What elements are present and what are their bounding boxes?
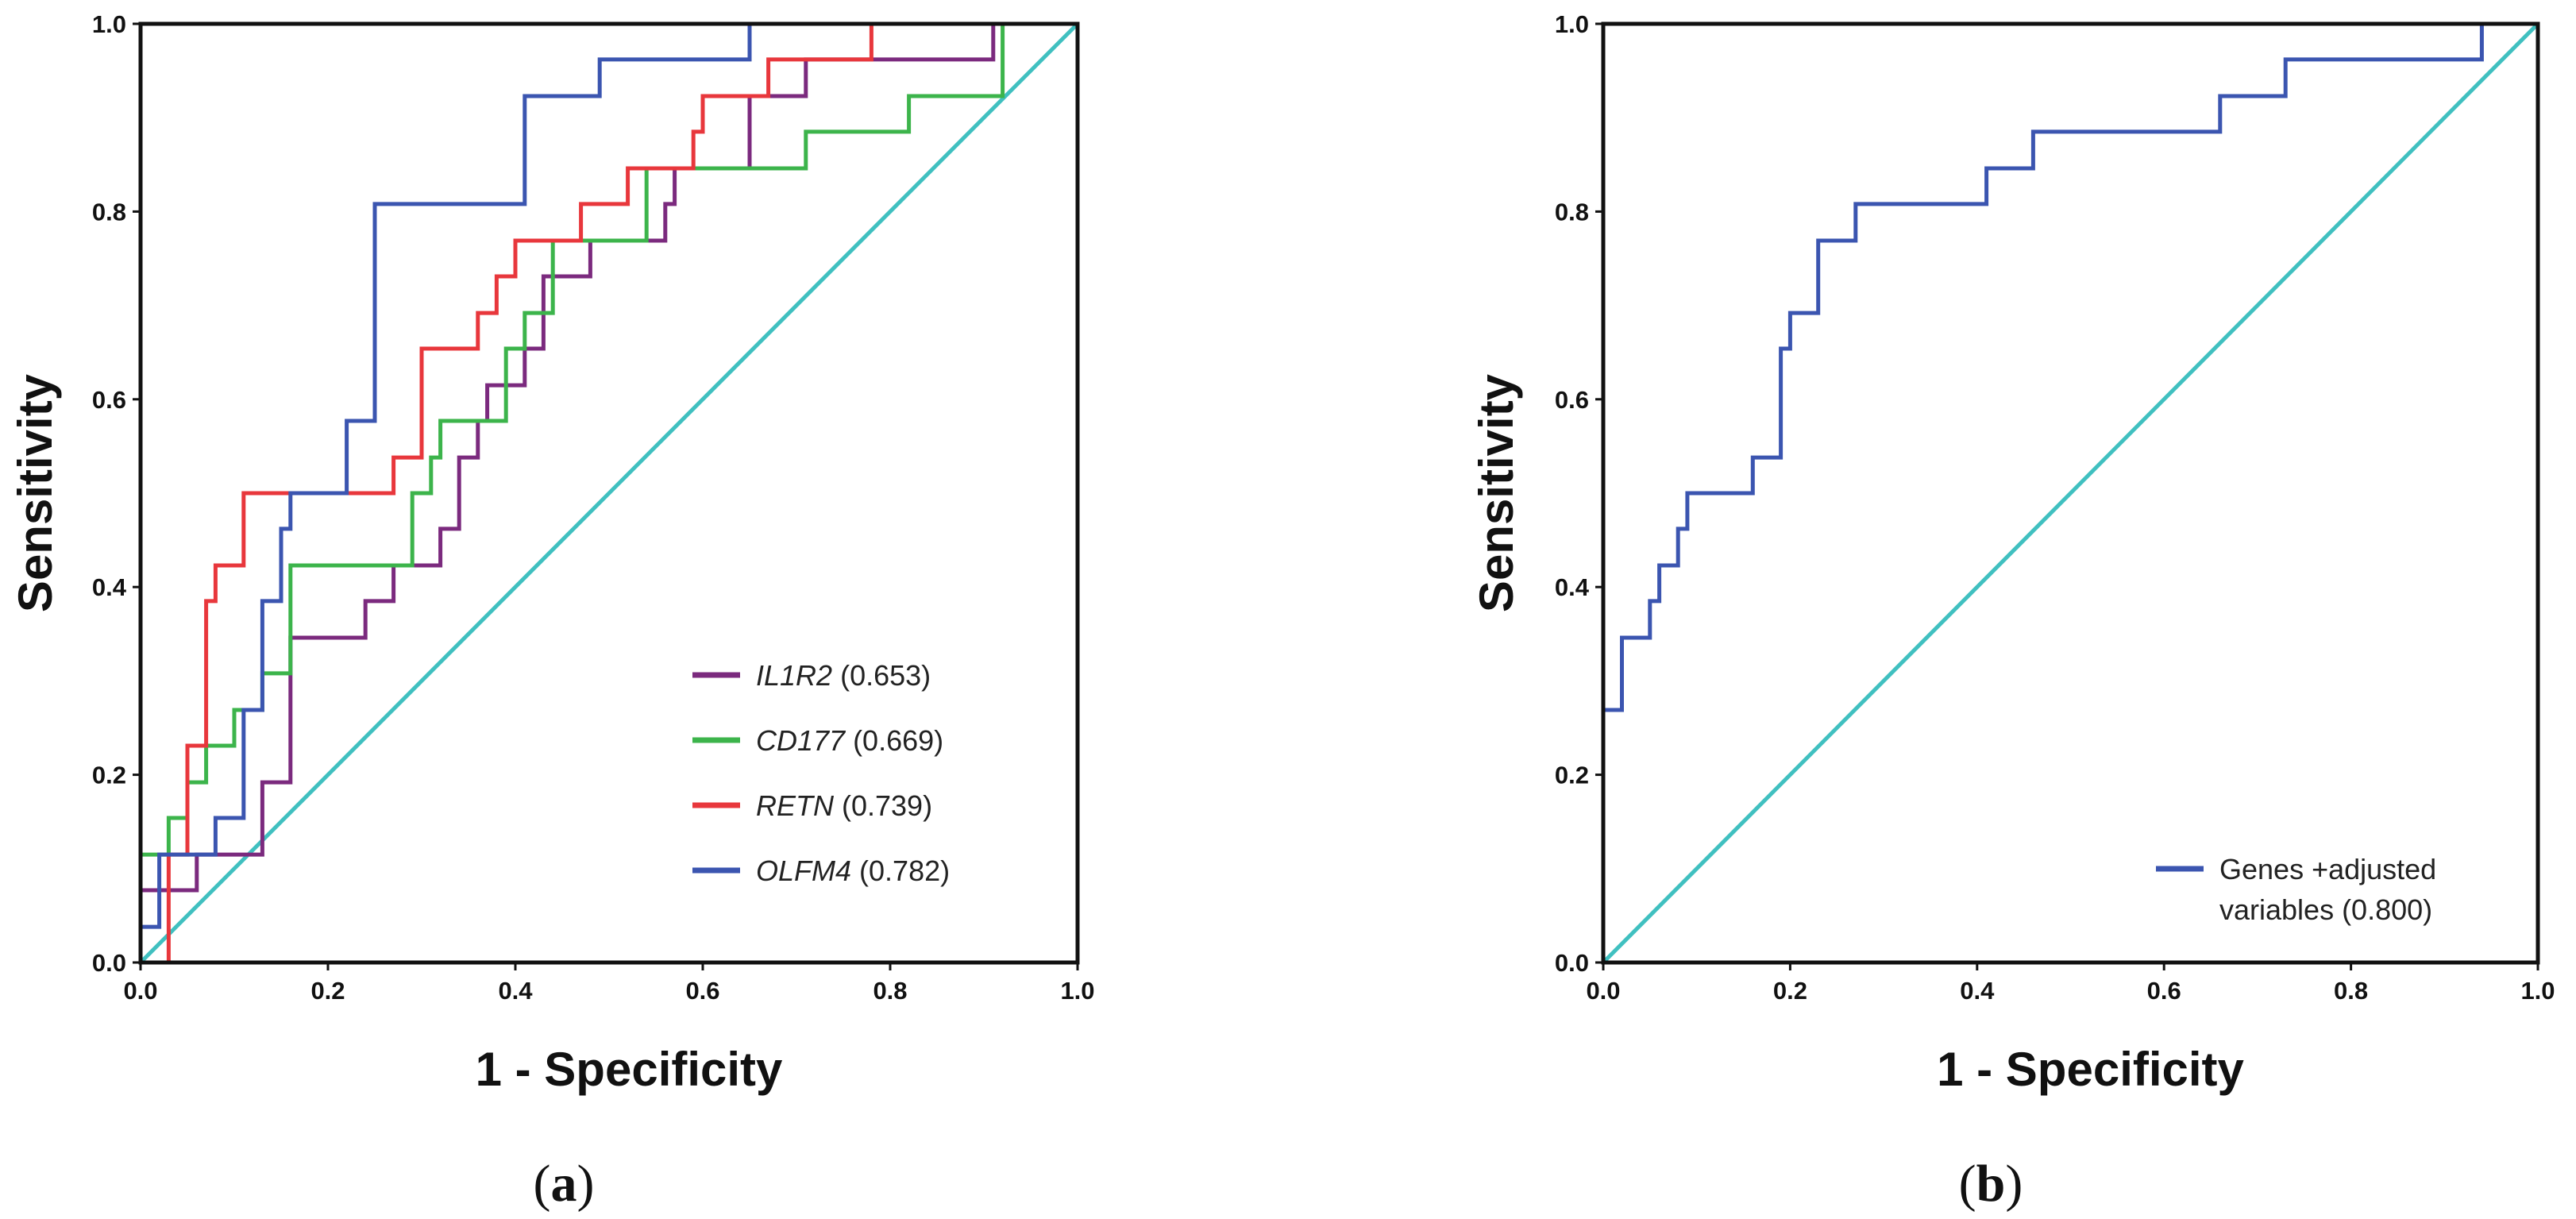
- y-tick-label: 0.8: [1555, 198, 1589, 226]
- x-tick-label: 0.4: [498, 977, 533, 1005]
- x-tick-label: 0.2: [1773, 977, 1807, 1005]
- x-tick-label: 0.8: [2334, 977, 2368, 1005]
- x-tick-label: 0.0: [1586, 977, 1620, 1005]
- x-tick-label: 0.8: [873, 977, 907, 1005]
- y-tick-label: 0.8: [92, 198, 126, 226]
- roc-chart-b: 0.0 0.2 0.4 0.6 0.8 1.0 0.0 0.2 0.4 0.6 0.8 1.0 1 - …: [1470, 10, 2555, 1096]
- panel-caption-b: (b): [1959, 1155, 2023, 1213]
- y-tick-label: 0.2: [1555, 762, 1589, 789]
- reference-diagonal-line: [139, 22, 1079, 964]
- x-tick-label: 0.2: [310, 977, 345, 1005]
- y-tick-label: 0.4: [92, 573, 127, 601]
- x-tick-label: 0.0: [123, 977, 157, 1005]
- x-axis-label: 1 - Specificity: [1937, 1043, 2244, 1096]
- plot-frame-overlay-b: [1601, 21, 2540, 965]
- roc-chart-a: 0.0 0.2 0.4 0.6 0.8 1.0 0.0 0.2 0.4 0.6 0.8 1.0 1 - …: [9, 10, 1095, 1096]
- legend-label: Genes +adjusted: [2219, 853, 2436, 885]
- roc-curve-retn: [141, 21, 1078, 965]
- x-tick-label: 1.0: [2520, 977, 2555, 1005]
- y-tick-label: 1.0: [92, 10, 126, 38]
- y-tick-label: 0.4: [1555, 573, 1590, 601]
- roc-curve-genes-adjusted: [1601, 21, 2538, 962]
- y-tick-label: 1.0: [1555, 10, 1589, 38]
- panel-caption-a: (a): [534, 1155, 595, 1213]
- y-axis-label: Sensitivity: [9, 373, 62, 612]
- legend-label: OLFM4 (0.782): [756, 854, 950, 887]
- roc-curve-olfm4: [138, 21, 1078, 962]
- y-tick-label: 0.6: [1555, 386, 1589, 414]
- reference-diagonal-line: [1602, 22, 2539, 964]
- roc-curve-cd177: [138, 21, 1078, 962]
- legend-label-line2: variables (0.800): [2219, 893, 2432, 926]
- legend-label: CD177 (0.669): [756, 724, 943, 757]
- x-axis-label: 1 - Specificity: [476, 1043, 783, 1096]
- x-tick-label: 0.6: [685, 977, 719, 1005]
- x-tick-label: 0.4: [1960, 977, 1995, 1005]
- y-tick-label: 0.6: [92, 386, 126, 414]
- legend-label: IL1R2 (0.653): [756, 659, 931, 692]
- legend-label: RETN (0.739): [756, 789, 932, 822]
- plot-frame-overlay-a: [138, 21, 1080, 965]
- y-tick-label: 0.0: [1555, 949, 1589, 977]
- x-tick-label: 1.0: [1060, 977, 1094, 1005]
- y-tick-label: 0.0: [92, 949, 126, 977]
- x-tick-label: 0.6: [2147, 977, 2181, 1005]
- y-tick-label: 0.2: [92, 762, 126, 789]
- y-axis-label: Sensitivity: [1470, 373, 1523, 612]
